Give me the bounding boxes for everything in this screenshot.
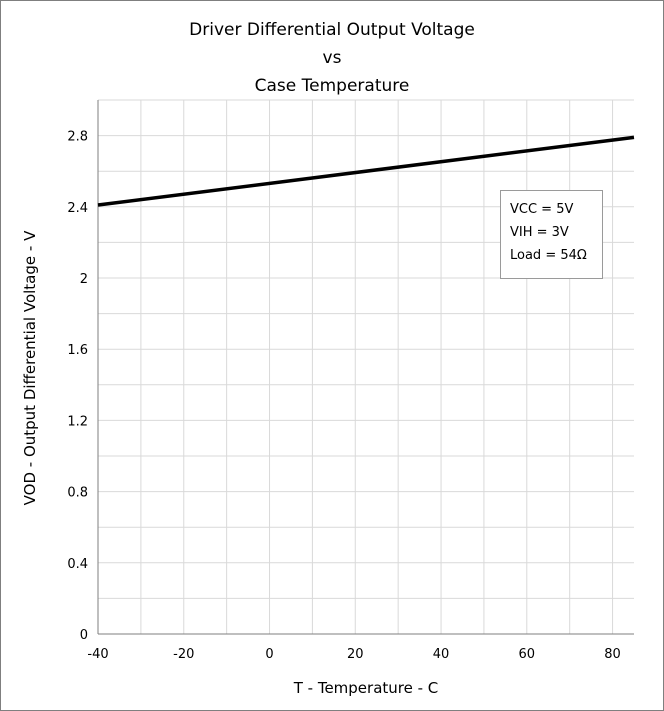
x-tick-label: 60 <box>519 647 536 662</box>
x-tick-label: 80 <box>604 647 621 662</box>
y-tick-label: 2 <box>80 272 88 287</box>
x-axis-label: T - Temperature - C <box>293 679 439 697</box>
y-tick-label: 2.8 <box>67 130 88 145</box>
chart-title-line-1: Driver Differential Output Voltage <box>189 20 475 40</box>
y-tick-label: 1.6 <box>67 343 88 358</box>
annotation-load: Load = 54Ω <box>510 248 587 263</box>
series-line <box>97 135 635 207</box>
y-axis-label: VOD - Output Differential Voltage - V <box>21 230 39 506</box>
x-tick-label: 40 <box>433 647 450 662</box>
annotation-vih: VIH = 3V <box>510 225 569 240</box>
x-tick-label: 20 <box>347 647 364 662</box>
x-tick-label: -20 <box>173 647 194 662</box>
y-tick-label: 1.2 <box>67 414 88 429</box>
annotation-vcc: VCC = 5V <box>510 202 574 217</box>
annotation-box: VCC = 5V VIH = 3V Load = 54Ω <box>500 190 603 279</box>
x-tick-label: -40 <box>87 647 108 662</box>
x-tick-label: 0 <box>265 647 273 662</box>
y-tick-label: 0.8 <box>67 486 88 501</box>
chart-title-line-3: Case Temperature <box>254 76 410 96</box>
chart-title-line-2: vs <box>322 48 342 68</box>
y-tick-label: 0.4 <box>67 557 88 572</box>
y-tick-label: 2.4 <box>67 201 88 216</box>
y-tick-label: 0 <box>80 628 88 643</box>
